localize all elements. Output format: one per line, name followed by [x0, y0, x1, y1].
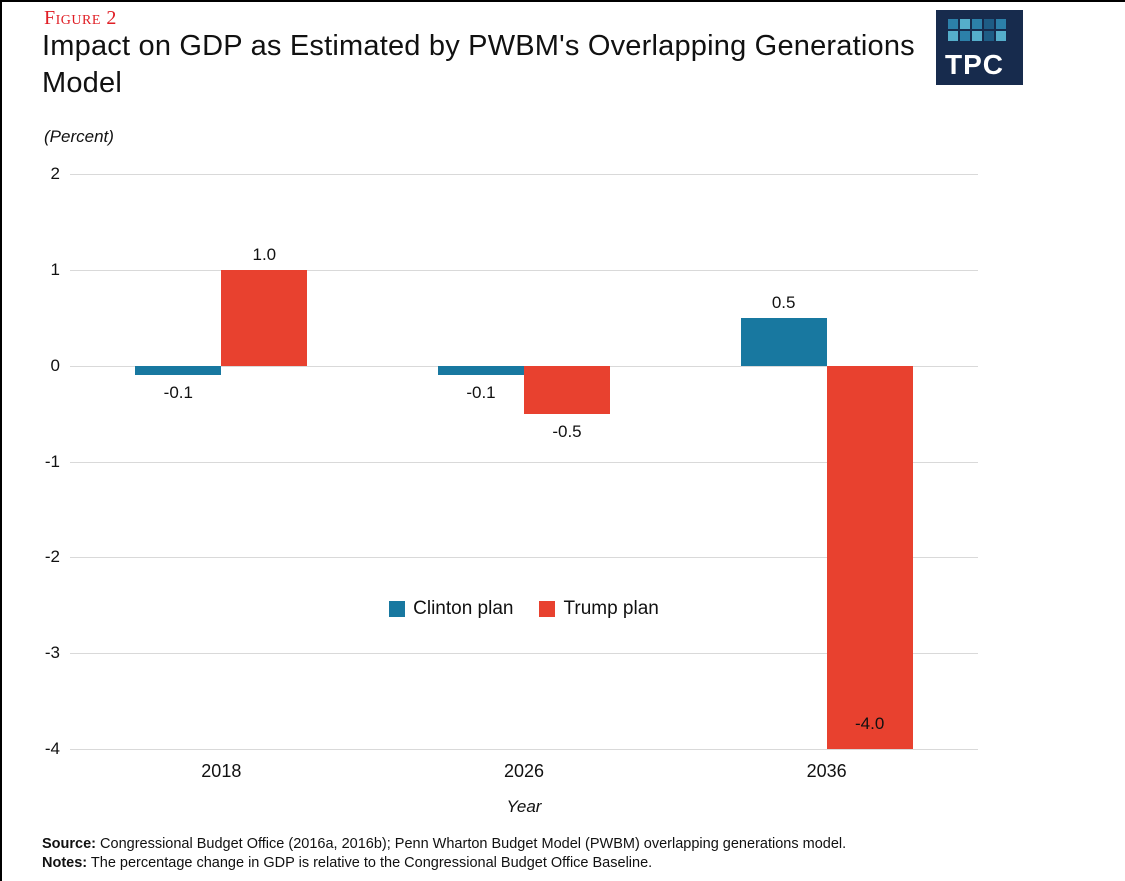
gridline	[70, 653, 978, 655]
x-axis-tick-label: 2018	[201, 761, 242, 781]
bar-value-label: -4.0	[855, 714, 885, 733]
logo-square-icon	[960, 19, 970, 29]
bar-clinton-plan	[135, 365, 222, 376]
gridline	[70, 557, 978, 559]
y-axis-tick-label: 0	[50, 355, 60, 375]
bar-trump-plan	[826, 365, 913, 749]
y-axis-tick-label: -3	[44, 643, 60, 663]
gridline	[70, 269, 978, 271]
logo-square-icon	[960, 31, 970, 41]
y-axis-tick-label: 2	[50, 164, 60, 183]
source-text: Congressional Budget Office (2016a, 2016…	[96, 836, 847, 852]
source-prefix: Source:	[42, 836, 96, 852]
logo-square-icon	[996, 31, 1006, 41]
bar-clinton-plan	[438, 365, 524, 376]
logo-square-icon	[984, 31, 994, 41]
bar-value-label: -0.1	[163, 383, 193, 403]
notes-text: The percentage change in GDP is relative…	[87, 855, 653, 871]
source-line: Source: Congressional Budget Office (201…	[42, 836, 1102, 852]
gridline	[70, 461, 978, 463]
y-axis-tick-label: 1	[50, 259, 60, 279]
gridline	[70, 749, 978, 750]
bar-trump-plan	[524, 365, 610, 414]
x-axis-tick-label: 2026	[503, 761, 545, 781]
bar-value-label: 0.5	[771, 292, 796, 312]
logo-square-icon	[996, 19, 1006, 29]
legend-item: Clinton plan	[389, 598, 513, 620]
chart-legend: Clinton plan Trump plan	[70, 598, 978, 620]
y-axis-tick-label: -1	[44, 451, 60, 471]
bar-value-label: -0.1	[466, 383, 496, 403]
figure-number-label: Figure 2	[44, 7, 117, 29]
logo-square-icon	[972, 31, 982, 41]
tpc-logo: TPC	[936, 10, 1023, 85]
legend-label: Trump plan	[563, 598, 659, 619]
tpc-logo-squares-icon	[948, 19, 1006, 41]
legend-label: Clinton plan	[413, 598, 514, 619]
bar-clinton-plan	[740, 317, 827, 366]
notes-prefix: Notes:	[42, 855, 88, 871]
y-axis-unit-label: (Percent)	[44, 127, 114, 146]
x-axis-tick-label: 2036	[806, 761, 847, 781]
logo-square-icon	[972, 19, 982, 29]
x-axis-title: Year	[506, 797, 542, 816]
logo-square-icon	[948, 19, 958, 29]
notes-line: Notes: The percentage change in GDP is r…	[42, 855, 1102, 871]
gridline	[70, 174, 978, 175]
legend-item: Trump plan	[539, 598, 659, 620]
bar-value-label: 1.0	[252, 244, 277, 264]
legend-swatch-icon	[389, 601, 406, 617]
chart-title: Impact on GDP as Estimated by PWBM's Ove…	[42, 30, 915, 99]
tpc-logo-text: TPC	[945, 49, 1004, 80]
bar-value-label: -0.5	[552, 421, 582, 441]
logo-square-icon	[984, 19, 994, 29]
logo-square-icon	[948, 31, 958, 41]
bar-trump-plan	[221, 269, 308, 366]
y-axis-tick-label: -4	[44, 739, 60, 758]
legend-swatch-icon	[539, 601, 556, 617]
y-axis-tick-label: -2	[44, 547, 60, 567]
